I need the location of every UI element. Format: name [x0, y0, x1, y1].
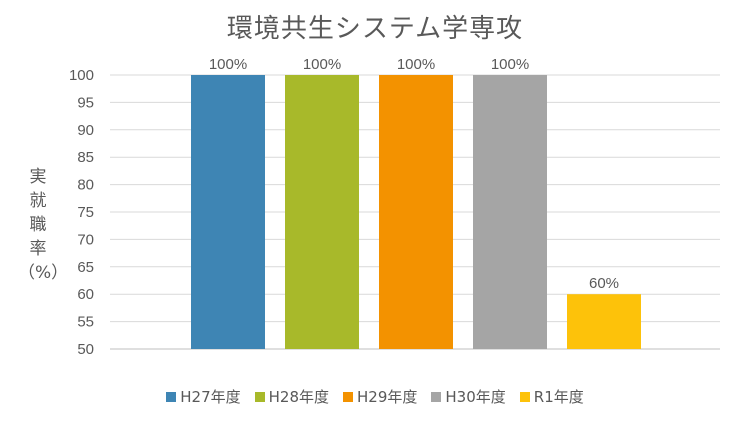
data-label: 100%: [397, 56, 435, 73]
y-tick-label: 95: [77, 94, 94, 111]
chart-title: 環境共生システム学専攻: [226, 14, 524, 44]
legend-item: R1年度: [519, 386, 584, 407]
legend-label: H30年度: [445, 388, 506, 406]
y-axis-label-line: 率: [29, 239, 47, 259]
y-axis-label-line: （%）: [18, 263, 69, 283]
y-tick-label: 70: [77, 231, 94, 248]
y-tick-label: 90: [77, 122, 94, 139]
legend-item: H30年度: [431, 386, 506, 407]
y-tick-label: 50: [77, 341, 94, 358]
y-axis-label: 実 就 職 率 （%）: [18, 165, 69, 285]
data-label: 60%: [589, 275, 619, 292]
bar: [191, 75, 265, 349]
legend-swatch: [431, 391, 442, 402]
y-tick-label: 85: [77, 149, 94, 166]
data-label: 100%: [491, 56, 529, 73]
y-axis-label-line: 実: [29, 167, 47, 187]
legend-label: H27年度: [180, 388, 241, 406]
legend-label: H28年度: [268, 388, 330, 406]
y-tick-label: 55: [77, 314, 94, 331]
legend-label: H29年度: [357, 388, 418, 406]
legend-swatch: [519, 391, 530, 402]
data-label: 100%: [303, 56, 341, 73]
bar: [379, 75, 453, 349]
y-tick-label: 80: [77, 177, 94, 194]
legend-label: R1年度: [533, 388, 584, 406]
legend-item: H27年度: [166, 386, 241, 407]
legend: H27年度 H28年度 H29年度 H30年度 R1年度: [0, 386, 750, 407]
legend-swatch: [343, 391, 354, 402]
y-tick-label: 100: [69, 67, 94, 84]
legend-swatch: [166, 391, 177, 402]
y-tick-label: 60: [77, 286, 94, 303]
legend-item: H29年度: [343, 386, 417, 407]
y-axis-label-line: 就: [29, 191, 47, 211]
y-axis-label-line: 職: [29, 215, 47, 235]
bar: [567, 294, 641, 349]
legend-swatch: [254, 391, 265, 402]
y-tick-label: 65: [77, 259, 94, 276]
bar: [473, 75, 547, 349]
bar: [285, 75, 359, 349]
data-label: 100%: [209, 56, 247, 73]
y-tick-label: 75: [77, 204, 94, 221]
legend-item: H28年度: [254, 386, 330, 407]
